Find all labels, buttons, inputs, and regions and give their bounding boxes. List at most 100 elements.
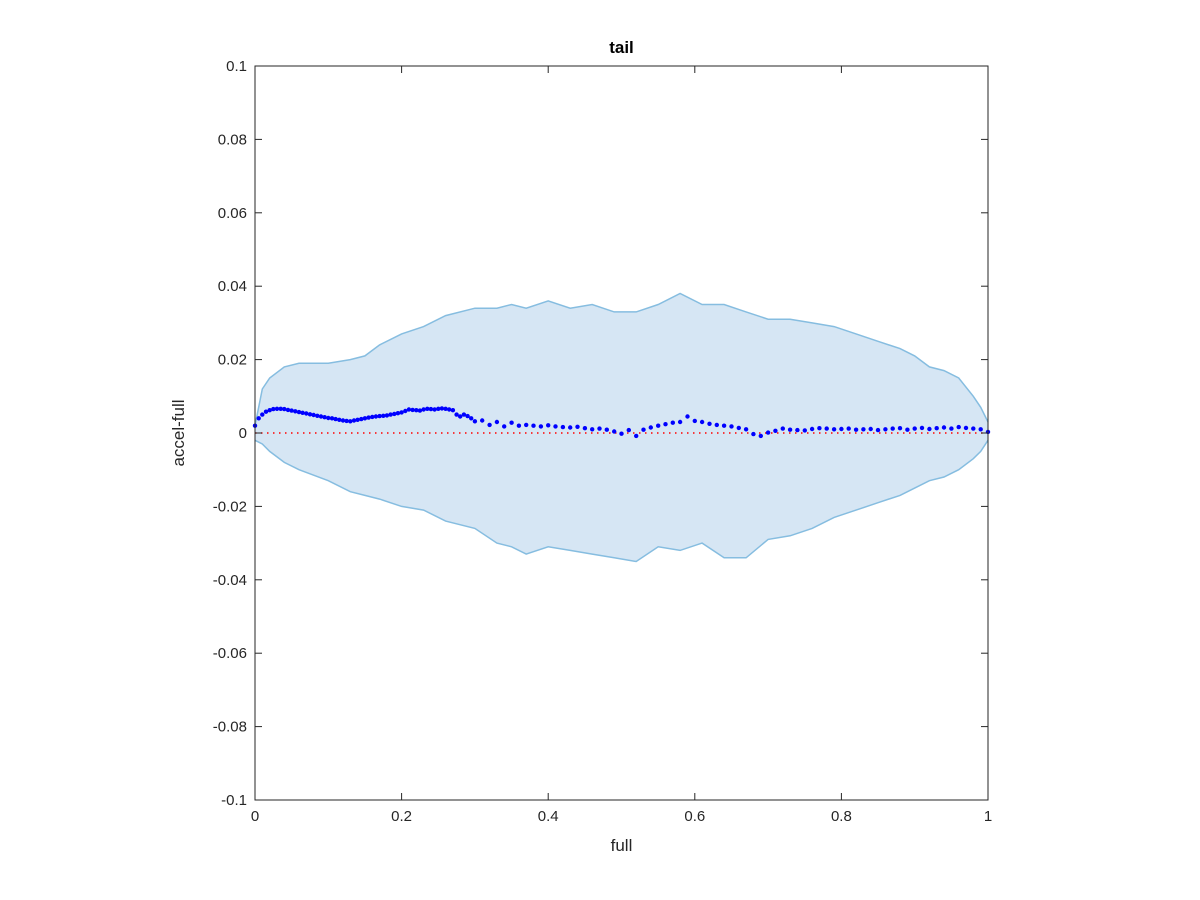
data-point — [751, 431, 756, 437]
data-point — [465, 413, 470, 419]
data-point — [883, 427, 888, 432]
data-point — [428, 406, 434, 412]
data-point — [795, 427, 800, 433]
data-point — [469, 416, 474, 421]
data-point — [978, 427, 983, 432]
data-point — [868, 426, 873, 432]
data-point — [707, 421, 712, 426]
data-point — [721, 423, 727, 428]
data-point — [729, 424, 734, 429]
data-point — [439, 406, 445, 411]
data-point — [333, 416, 338, 422]
data-point — [963, 425, 969, 431]
data-point — [494, 419, 500, 425]
y-tick-label: -0.1 — [221, 792, 247, 809]
y-tick-label: 0.04 — [218, 278, 247, 295]
data-point — [296, 409, 302, 415]
data-point — [315, 413, 320, 418]
data-points — [252, 406, 991, 439]
y-tick-label: -0.08 — [213, 719, 247, 736]
data-point — [861, 427, 866, 432]
data-point — [934, 426, 939, 431]
data-point — [351, 418, 357, 423]
band-fill — [255, 293, 988, 562]
data-point — [340, 418, 346, 423]
data-point — [436, 406, 441, 411]
y-tick-label: -0.02 — [213, 498, 247, 515]
data-point — [758, 433, 763, 439]
data-point — [271, 406, 276, 412]
data-point — [289, 408, 294, 413]
data-point — [414, 408, 419, 413]
x-tick-label: 0.8 — [831, 808, 852, 825]
data-point — [326, 415, 331, 421]
data-point — [670, 420, 675, 425]
data-point — [736, 425, 741, 431]
x-tick-label: 0.2 — [391, 808, 412, 825]
band-lower-edge — [254, 439, 989, 563]
data-point — [267, 408, 272, 413]
data-point — [461, 412, 467, 417]
data-point — [663, 422, 668, 427]
data-point — [403, 408, 408, 414]
data-point — [780, 426, 785, 431]
data-point — [714, 422, 719, 428]
data-point — [538, 424, 544, 429]
data-point — [425, 406, 430, 411]
data-point — [329, 416, 335, 421]
data-point — [421, 407, 426, 412]
x-tick-label: 0 — [251, 808, 259, 825]
data-point — [568, 425, 573, 430]
data-point — [590, 427, 595, 432]
data-point — [575, 424, 580, 429]
y-tick-label: 0.06 — [218, 205, 247, 222]
data-point — [450, 408, 456, 413]
data-point — [256, 416, 261, 421]
data-point — [875, 427, 881, 433]
data-point — [912, 426, 917, 431]
y-tick-label: 0.08 — [218, 131, 247, 148]
data-point — [293, 409, 298, 414]
data-point — [956, 424, 961, 430]
data-point — [458, 414, 463, 419]
data-point — [410, 407, 415, 413]
y-axis-ticks: 0.1 0.08 0.06 0.04 0.02 0 -0.02 -0.04 -0.06 -0.08… — [213, 58, 988, 809]
data-point — [348, 419, 353, 424]
data-point — [502, 424, 507, 429]
data-point — [263, 409, 269, 414]
data-point — [897, 426, 903, 431]
data-point — [370, 414, 375, 420]
data-point — [787, 427, 793, 432]
data-point — [626, 427, 631, 433]
data-point — [817, 426, 822, 431]
data-point — [304, 411, 309, 416]
data-point — [381, 413, 386, 418]
data-point — [359, 416, 364, 422]
y-tick-label: -0.06 — [213, 645, 247, 662]
data-point — [743, 427, 749, 432]
data-point — [487, 422, 492, 428]
data-point — [307, 412, 313, 417]
data-point — [274, 406, 280, 411]
data-point — [685, 414, 690, 419]
data-point — [927, 426, 932, 432]
data-point — [634, 433, 639, 439]
data-point — [524, 422, 529, 428]
y-tick-label: -0.04 — [213, 572, 247, 589]
data-point — [373, 414, 379, 419]
data-point — [417, 408, 423, 413]
data-point — [971, 426, 976, 431]
data-point — [699, 419, 705, 425]
data-point — [282, 406, 287, 412]
x-axis-label: full — [611, 836, 633, 855]
data-point — [362, 416, 368, 421]
data-point — [454, 412, 459, 417]
data-point — [432, 407, 437, 412]
data-point — [337, 417, 342, 422]
data-point — [553, 424, 558, 429]
x-tick-label: 1 — [984, 808, 992, 825]
data-point — [919, 425, 925, 431]
data-point — [392, 411, 397, 417]
data-point — [612, 429, 617, 434]
